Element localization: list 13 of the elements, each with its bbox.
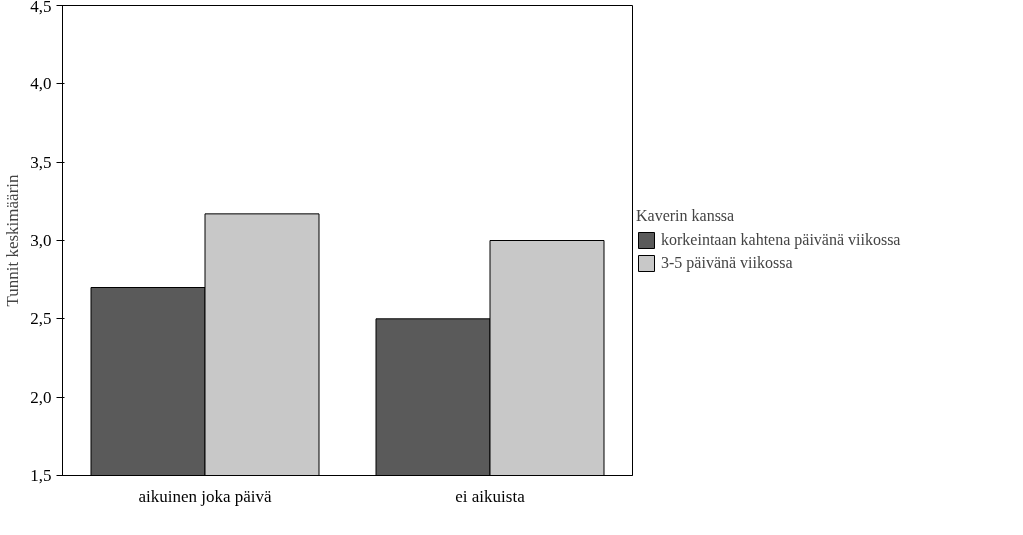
y-axis-title: Tunnit keskimäärin [3, 173, 23, 307]
legend-label: 3-5 päivänä viikossa [661, 254, 793, 272]
legend-title: Kaverin kanssa [636, 207, 736, 225]
legend-label: korkeintaan kahtena päivänä viikossa [661, 231, 901, 249]
y-tick-label: 3,0 [30, 231, 52, 250]
y-tick-label: 4,0 [30, 74, 52, 94]
x-tick-label: aikuinen joka päivä [138, 486, 273, 506]
x-tick-label: ei aikuista [455, 486, 526, 506]
y-tick-label: 2,5 [30, 309, 52, 329]
y-tick-label: 2,0 [30, 387, 52, 407]
y-tick-label: 4,5 [30, 0, 52, 16]
y-tick-label: 3,5 [30, 152, 52, 172]
y-tick-label: 1,5 [30, 466, 52, 485]
